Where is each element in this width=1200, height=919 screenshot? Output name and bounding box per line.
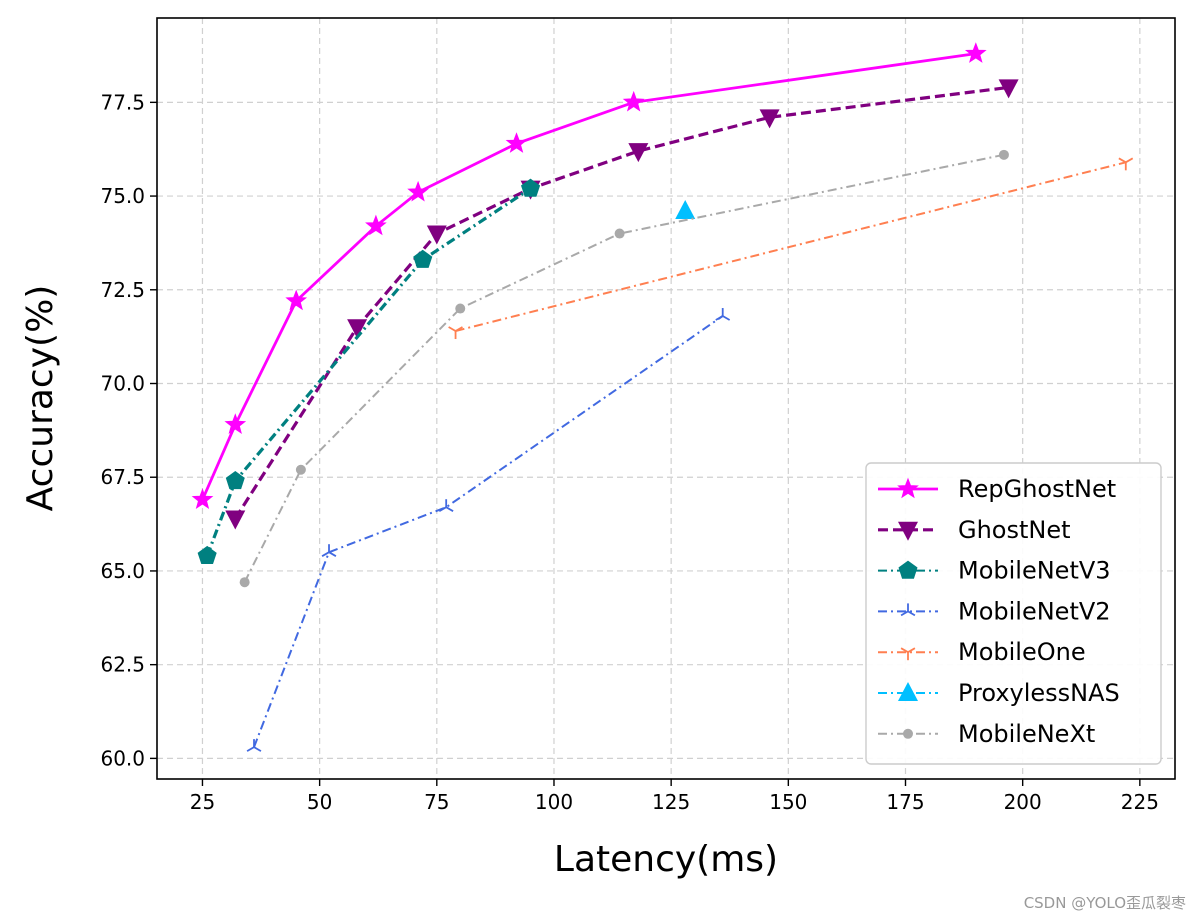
legend-label: MobileNetV2 — [958, 597, 1111, 625]
y-tick-label: 70.0 — [100, 372, 145, 396]
legend-marker — [897, 477, 919, 499]
watermark: CSDN @YOLO歪瓜裂枣 — [1023, 894, 1186, 912]
data-point-mobileone — [1118, 157, 1134, 171]
series-mobilenetv3 — [197, 178, 541, 564]
data-point-mobilenext — [998, 149, 1009, 160]
series-proxylessnas — [675, 200, 696, 220]
legend-label: MobileNetV3 — [958, 557, 1111, 585]
legend-entry-ghostnet: GhostNet — [878, 516, 1071, 544]
data-point-ghostnet — [998, 79, 1019, 99]
y-tick-label: 60.0 — [100, 746, 145, 770]
series-mobileone — [448, 157, 1134, 340]
x-tick-label: 150 — [769, 790, 807, 814]
legend-label: MobileNeXt — [958, 720, 1095, 748]
legend-entry-mobileone: MobileOne — [878, 638, 1086, 666]
legend-entry-repghostnet: RepGhostNet — [878, 475, 1116, 503]
legend-marker — [900, 603, 916, 617]
x-tick-label: 50 — [307, 790, 332, 814]
data-point-mobilenetv3 — [413, 249, 433, 268]
data-point-proxylessnas — [675, 200, 696, 220]
legend-label: RepGhostNet — [958, 475, 1116, 503]
data-point-repghostnet — [224, 413, 247, 434]
data-point-mobilenetv3 — [521, 178, 541, 197]
series-line-repghostnet — [201, 52, 976, 501]
y-tick-label: 65.0 — [100, 559, 145, 583]
x-tick-label: 225 — [1121, 790, 1159, 814]
series-repghostnet — [191, 42, 987, 509]
series-mobilenetv2 — [246, 308, 731, 752]
data-point-mobilenetv3 — [225, 471, 245, 490]
data-point-ghostnet — [759, 109, 780, 129]
data-point-ghostnet — [225, 510, 246, 530]
series-group — [191, 42, 1134, 752]
legend-label: ProxylessNAS — [958, 679, 1120, 707]
data-point-repghostnet — [365, 214, 387, 236]
data-point-mobilenext — [239, 577, 250, 588]
data-point-mobilenetv2 — [715, 308, 731, 321]
x-tick-label: 75 — [424, 790, 449, 814]
x-tick-label: 175 — [886, 790, 924, 814]
x-axis-label: Latency(ms) — [554, 839, 778, 880]
series-mobilenext — [239, 149, 1009, 588]
legend-entry-mobilenext: MobileNeXt — [878, 720, 1095, 748]
data-point-mobileone — [448, 326, 463, 340]
data-point-mobilenetv2 — [438, 499, 454, 512]
data-point-repghostnet — [622, 90, 645, 112]
data-point-ghostnet — [347, 319, 368, 339]
legend-entry-mobilenetv3: MobileNetV3 — [878, 557, 1111, 585]
series-line-mobilenetv3 — [205, 187, 532, 557]
ticks: 25 50 75 100 125 150 175 200 225 60.0 62.5 65.0 67.5… — [100, 90, 1158, 814]
y-tick-label: 77.5 — [100, 90, 145, 114]
data-point-mobilenext — [455, 303, 466, 314]
legend-box — [865, 462, 1162, 765]
data-point-mobilenext — [295, 464, 306, 475]
plot-frame — [156, 17, 1176, 780]
series-line-mobileone — [455, 161, 1127, 332]
legend-entry-proxylessnas: ProxylessNAS — [878, 679, 1120, 707]
series-line-mobilenext — [243, 153, 1005, 583]
data-point-repghostnet — [505, 132, 528, 153]
legend-label: GhostNet — [958, 516, 1071, 544]
x-tick-label: 125 — [652, 790, 690, 814]
series-line-mobilenetv2 — [253, 315, 724, 748]
data-point-repghostnet — [964, 42, 987, 63]
data-point-repghostnet — [407, 180, 429, 202]
legend-entry-mobilenetv2: MobileNetV2 — [878, 597, 1111, 625]
x-tick-label: 200 — [1004, 790, 1042, 814]
data-point-mobilenetv2 — [321, 544, 337, 557]
legend-marker — [898, 682, 918, 701]
data-point-mobilenetv3 — [197, 545, 217, 564]
data-point-mobilenetv2 — [246, 739, 262, 752]
data-point-mobilenext — [614, 228, 625, 239]
y-tick-label: 75.0 — [100, 184, 145, 208]
legend-label: MobileOne — [958, 638, 1086, 666]
y-tick-label: 67.5 — [100, 465, 145, 489]
legend: RepGhostNet GhostNet MobileNetV3 MobileNetV… — [865, 462, 1162, 765]
y-axis-label: Accuracy(%) — [20, 285, 61, 512]
legend-marker — [898, 521, 918, 541]
y-tick-label: 62.5 — [100, 653, 145, 677]
data-point-repghostnet — [191, 488, 214, 509]
data-point-ghostnet — [426, 225, 447, 245]
data-point-ghostnet — [628, 143, 649, 163]
data-point-repghostnet — [285, 289, 308, 311]
y-tick-label: 72.5 — [100, 278, 145, 302]
x-tick-label: 100 — [535, 790, 573, 814]
x-tick-label: 25 — [190, 790, 215, 814]
legend-marker — [900, 647, 916, 661]
legend-marker — [903, 728, 913, 739]
legend-marker — [898, 560, 918, 579]
